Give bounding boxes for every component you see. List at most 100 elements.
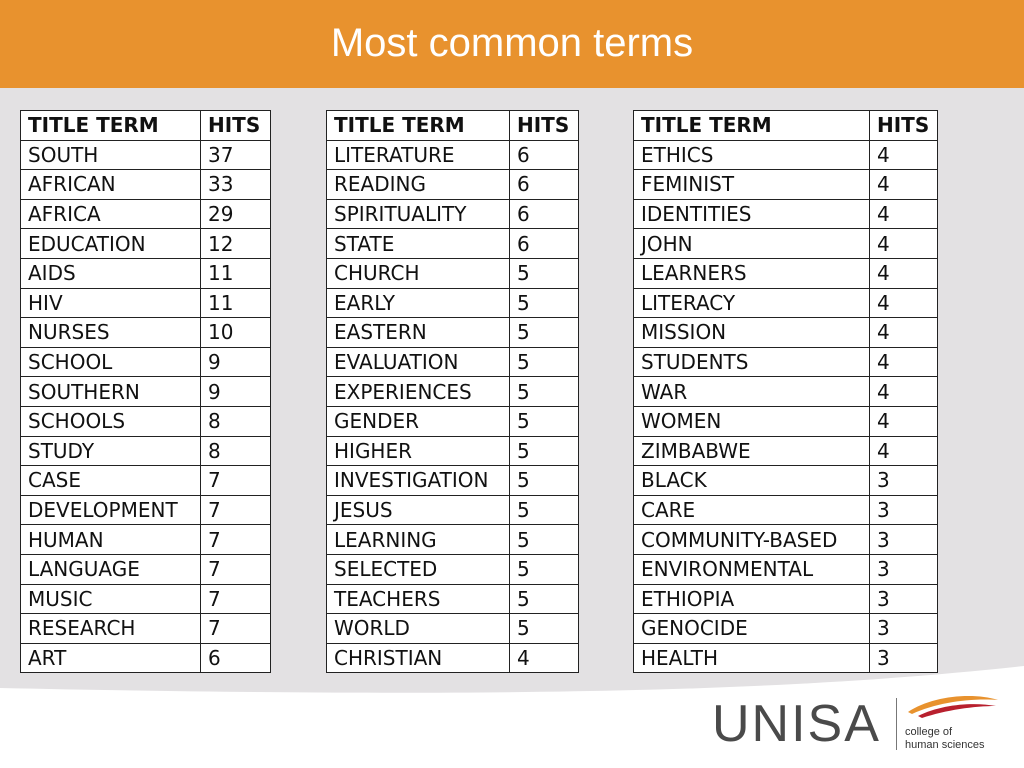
term-cell: MISSION bbox=[633, 317, 870, 348]
table-row: HIGHER 5 bbox=[326, 435, 579, 467]
term-cell: TEACHERS bbox=[326, 583, 510, 615]
column-header-hits: HITS bbox=[509, 110, 579, 141]
logo-wordmark: UNISA bbox=[712, 695, 881, 753]
column-header-hits: HITS bbox=[869, 110, 938, 141]
term-cell: EXPERIENCES bbox=[326, 376, 510, 407]
table-row: COMMUNITY-BASED 3 bbox=[633, 524, 938, 555]
hits-cell: 4 bbox=[509, 642, 579, 674]
hits-cell: 8 bbox=[200, 405, 271, 437]
term-cell: GENOCIDE bbox=[633, 613, 870, 644]
table-row: CHURCH 5 bbox=[326, 257, 579, 289]
table-header-row: TITLE TERM HITS bbox=[326, 110, 579, 141]
hits-cell: 5 bbox=[509, 524, 579, 555]
term-cell: NURSES bbox=[20, 317, 201, 348]
term-cell: JESUS bbox=[326, 494, 510, 526]
table-row: SOUTH 37 bbox=[20, 139, 271, 171]
hits-cell: 3 bbox=[869, 524, 938, 555]
term-cell: JOHN bbox=[633, 228, 870, 259]
hits-cell: 6 bbox=[509, 169, 579, 200]
hits-cell: 5 bbox=[509, 317, 579, 348]
hits-cell: 3 bbox=[869, 494, 938, 526]
table-row: ZIMBABWE 4 bbox=[633, 435, 938, 467]
table-row: CHRISTIAN 4 bbox=[326, 642, 579, 674]
hits-cell: 7 bbox=[200, 524, 271, 555]
term-cell: EVALUATION bbox=[326, 346, 510, 378]
term-cell: WOMEN bbox=[633, 405, 870, 437]
hits-cell: 37 bbox=[200, 139, 271, 171]
table-row: STATE 6 bbox=[326, 228, 579, 259]
term-cell: CHURCH bbox=[326, 257, 510, 289]
table-row: LITERACY 4 bbox=[633, 287, 938, 319]
table-row: SCHOOL 9 bbox=[20, 346, 271, 378]
term-cell: LEARNING bbox=[326, 524, 510, 555]
hits-cell: 5 bbox=[509, 494, 579, 526]
table-row: NURSES 10 bbox=[20, 317, 271, 348]
term-cell: READING bbox=[326, 169, 510, 200]
term-cell: ETHIOPIA bbox=[633, 583, 870, 615]
hits-cell: 6 bbox=[509, 198, 579, 230]
term-cell: STUDENTS bbox=[633, 346, 870, 378]
table-row: MUSIC 7 bbox=[20, 583, 271, 615]
column-header-term: TITLE TERM bbox=[633, 110, 870, 141]
hits-cell: 7 bbox=[200, 583, 271, 615]
table-header-row: TITLE TERM HITS bbox=[633, 110, 938, 141]
hits-cell: 11 bbox=[200, 287, 271, 319]
term-cell: EDUCATION bbox=[20, 228, 201, 259]
table-row: LEARNERS 4 bbox=[633, 257, 938, 289]
term-cell: WORLD bbox=[326, 613, 510, 644]
term-cell: IDENTITIES bbox=[633, 198, 870, 230]
hits-cell: 33 bbox=[200, 169, 271, 200]
term-cell: LITERATURE bbox=[326, 139, 510, 171]
table-row: IDENTITIES 4 bbox=[633, 198, 938, 230]
hits-cell: 8 bbox=[200, 435, 271, 467]
table-row: FEMINIST 4 bbox=[633, 169, 938, 200]
table-row: CARE 3 bbox=[633, 494, 938, 526]
hits-cell: 4 bbox=[869, 228, 938, 259]
term-cell: AFRICA bbox=[20, 198, 201, 230]
term-cell: AIDS bbox=[20, 257, 201, 289]
hits-cell: 11 bbox=[200, 257, 271, 289]
table-row: SOUTHERN 9 bbox=[20, 376, 271, 407]
table-row: EASTERN 5 bbox=[326, 317, 579, 348]
table-row: SELECTED 5 bbox=[326, 553, 579, 585]
table-row: LEARNING 5 bbox=[326, 524, 579, 555]
hits-cell: 3 bbox=[869, 583, 938, 615]
hits-cell: 5 bbox=[509, 583, 579, 615]
table-row: INVESTIGATION 5 bbox=[326, 465, 579, 496]
hits-cell: 9 bbox=[200, 376, 271, 407]
table-header-row: TITLE TERM HITS bbox=[20, 110, 271, 141]
table-row: HUMAN 7 bbox=[20, 524, 271, 555]
table-row: GENOCIDE 3 bbox=[633, 613, 938, 644]
term-cell: COMMUNITY-BASED bbox=[633, 524, 870, 555]
term-cell: ART bbox=[20, 642, 201, 674]
table-row: WOMEN 4 bbox=[633, 405, 938, 437]
terms-table-1: TITLE TERM HITS SOUTH 37 AFRICAN 33 AFRICA 29… bbox=[20, 110, 271, 674]
table-row: RESEARCH 7 bbox=[20, 613, 271, 644]
table-row: LANGUAGE 7 bbox=[20, 553, 271, 585]
term-cell: SPIRITUALITY bbox=[326, 198, 510, 230]
term-cell: AFRICAN bbox=[20, 169, 201, 200]
logo-subtitle: college of human sciences bbox=[905, 726, 985, 751]
table-row: ART 6 bbox=[20, 642, 271, 674]
hits-cell: 5 bbox=[509, 376, 579, 407]
table-row: STUDENTS 4 bbox=[633, 346, 938, 378]
table-row: TEACHERS 5 bbox=[326, 583, 579, 615]
hits-cell: 4 bbox=[869, 317, 938, 348]
column-header-term: TITLE TERM bbox=[20, 110, 201, 141]
table-row: ENVIRONMENTAL 3 bbox=[633, 553, 938, 585]
term-cell: GENDER bbox=[326, 405, 510, 437]
terms-table-2: TITLE TERM HITS LITERATURE 6 READING 6 SPIRI… bbox=[326, 110, 579, 674]
table-row: JESUS 5 bbox=[326, 494, 579, 526]
column-header-hits: HITS bbox=[200, 110, 271, 141]
term-cell: SCHOOL bbox=[20, 346, 201, 378]
column-header-term: TITLE TERM bbox=[326, 110, 510, 141]
term-cell: FEMINIST bbox=[633, 169, 870, 200]
table-row: SCHOOLS 8 bbox=[20, 405, 271, 437]
hits-cell: 4 bbox=[869, 169, 938, 200]
table-row: JOHN 4 bbox=[633, 228, 938, 259]
table-row: GENDER 5 bbox=[326, 405, 579, 437]
table-row: AIDS 11 bbox=[20, 257, 271, 289]
term-cell: STATE bbox=[326, 228, 510, 259]
term-cell: SOUTHERN bbox=[20, 376, 201, 407]
hits-cell: 3 bbox=[869, 642, 938, 674]
